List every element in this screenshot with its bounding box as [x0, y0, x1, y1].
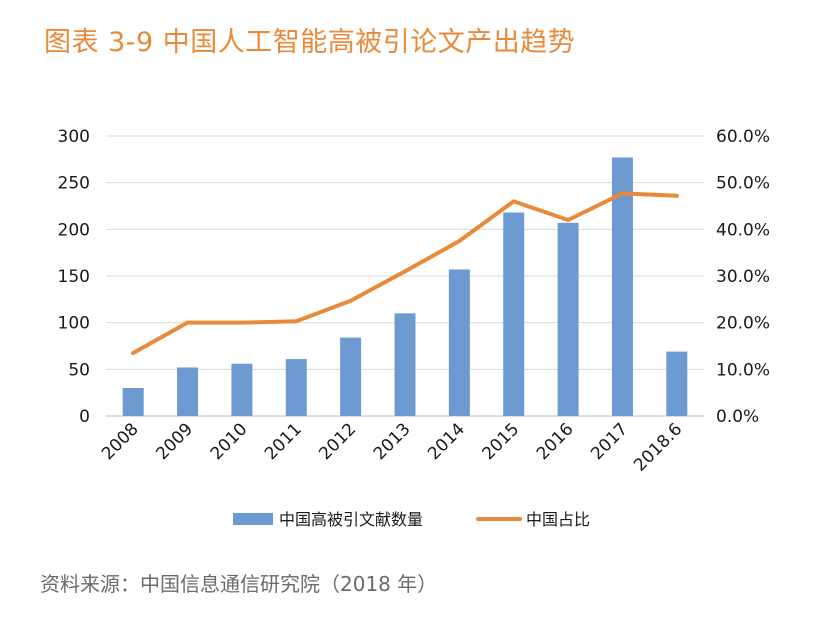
x-tick-label: 2011: [261, 419, 306, 464]
y-tick-label: 0: [79, 407, 90, 427]
line-point: [620, 191, 625, 196]
legend: 中国高被引文献数量 中国占比: [233, 510, 590, 529]
y2-tick-label: 20.0%: [716, 314, 770, 334]
y2-tick-label: 40.0%: [716, 220, 770, 240]
y2-tick-label: 0.0%: [716, 407, 759, 427]
y-tick-label: 200: [58, 220, 90, 240]
line-point: [239, 320, 244, 325]
bar-series: [122, 157, 688, 416]
line-point: [294, 319, 299, 324]
bar: [122, 388, 144, 416]
line-point: [511, 199, 516, 204]
bar: [666, 351, 688, 416]
x-tick-label: 2014: [424, 419, 469, 464]
source-note: 资料来源：中国信息通信研究院（2018 年）: [40, 572, 438, 596]
line-point: [566, 218, 571, 222]
legend-swatch-bar: [233, 513, 273, 525]
y2-tick-label: 10.0%: [716, 360, 770, 380]
y2-tick-label: 30.0%: [716, 267, 770, 287]
legend-label: 中国占比: [526, 510, 590, 529]
y-tick-label: 150: [58, 267, 90, 287]
x-axis-ticks: 2008 2009 2010 2011 2012 2013 2014 2015 2016 2017…: [98, 419, 686, 475]
x-tick-label: 2009: [152, 419, 197, 464]
x-tick-label: 2015: [479, 419, 524, 464]
line-point: [674, 193, 679, 198]
line-point: [457, 239, 462, 243]
x-tick-label: 2010: [207, 419, 252, 464]
x-tick-label: 2012: [315, 419, 360, 464]
line-point: [185, 320, 190, 325]
bar: [285, 359, 307, 416]
y-tick-label: 250: [58, 174, 90, 194]
x-tick-label: 2017: [587, 419, 632, 464]
left-axis-ticks: 0 50 100 150 200 250 300: [58, 127, 90, 427]
y2-tick-label: 60.0%: [716, 127, 770, 147]
line-point: [403, 269, 407, 274]
line-point: [348, 298, 353, 303]
bar: [611, 157, 633, 416]
bar: [177, 367, 199, 416]
y-tick-label: 300: [58, 127, 90, 147]
bar: [503, 212, 525, 416]
x-tick-label: 2008: [98, 419, 143, 464]
y-tick-label: 100: [58, 314, 90, 334]
legend-label: 中国高被引文献数量: [279, 510, 423, 529]
x-tick-label: 2016: [533, 419, 578, 464]
x-tick-label: 2018.6: [630, 419, 686, 475]
y-tick-label: 50: [68, 360, 90, 380]
line-series: [131, 191, 679, 355]
bar: [394, 313, 416, 416]
line-point: [131, 351, 136, 355]
x-tick-label: 2013: [370, 419, 415, 464]
bar: [557, 222, 579, 416]
y2-tick-label: 50.0%: [716, 174, 770, 194]
right-axis-ticks: 0.0% 10.0% 20.0% 30.0% 40.0% 50.0% 60.0%: [716, 127, 770, 427]
bar: [231, 363, 253, 416]
bar: [340, 337, 362, 416]
chart-title: 图表 3-9 中国人工智能高被引论文产出趋势: [44, 27, 576, 58]
bar: [448, 269, 470, 416]
